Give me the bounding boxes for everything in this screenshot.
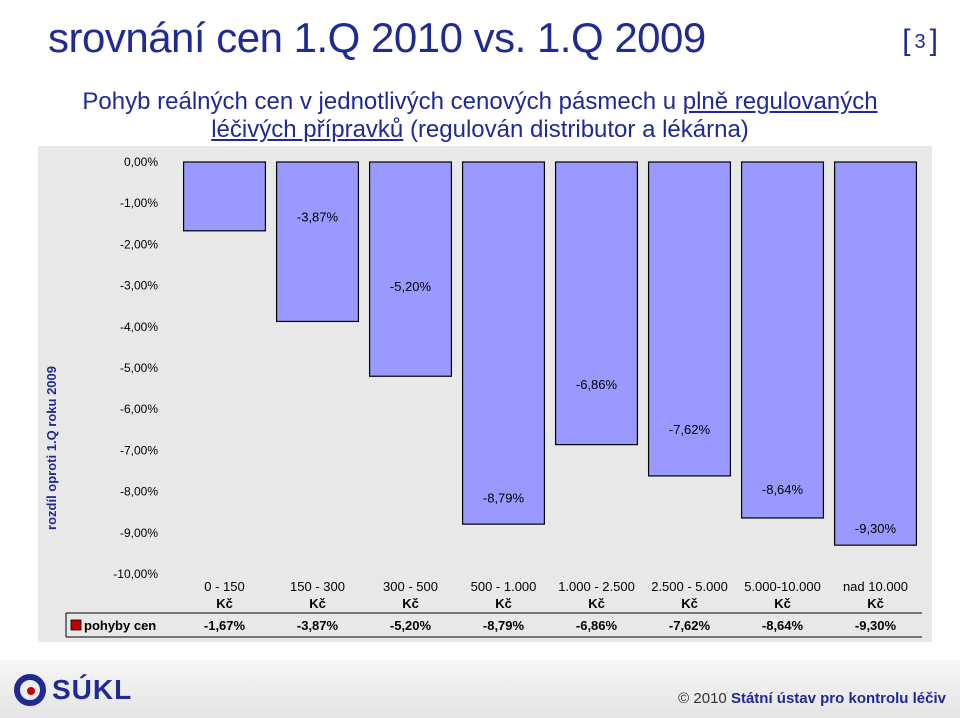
x-tick-label: 1.000 - 2.500 bbox=[558, 579, 635, 594]
x-tick-label: Kč bbox=[774, 596, 791, 611]
x-tick-label: Kč bbox=[216, 596, 233, 611]
copyright: © 2010 Státní ústav pro kontrolu léčiv bbox=[678, 690, 946, 707]
bar bbox=[461, 161, 546, 525]
bar bbox=[833, 161, 918, 546]
table-value: -6,86% bbox=[576, 618, 618, 633]
y-tick-label: -2,00% bbox=[120, 237, 158, 251]
subtitle-line-2: léčivých přípravků (regulován distributo… bbox=[20, 116, 940, 144]
y-tick-label: 0,00% bbox=[124, 155, 158, 169]
copyright-org: Státní ústav pro kontrolu léčiv bbox=[730, 690, 946, 707]
data-label: -5,20% bbox=[390, 279, 432, 294]
subtitle-text-2a: léčivých přípravků bbox=[211, 116, 404, 143]
y-tick-label: -9,00% bbox=[120, 526, 158, 540]
bar-chart: rozdíl oproti 1.Q roku 2009 0,00% -1,00% -2… bbox=[44, 155, 922, 638]
footer-bar: SÚKL © 2010 Státní ústav pro kontrolu lé… bbox=[0, 660, 960, 718]
table-value: -9,30% bbox=[855, 618, 897, 633]
y-axis-label: rozdíl oproti 1.Q roku 2009 bbox=[44, 366, 59, 530]
data-label: -8,64% bbox=[762, 482, 804, 497]
data-label: -8,79% bbox=[483, 491, 525, 506]
legend-key bbox=[70, 619, 82, 631]
y-tick-label: -8,00% bbox=[120, 485, 158, 499]
x-tick-label: Kč bbox=[867, 596, 884, 611]
slide-number-value: 3 bbox=[914, 30, 926, 53]
y-tick-label: -10,00% bbox=[113, 567, 158, 581]
page-title: srovnání cen 1.Q 2010 vs. 1.Q 2009 bbox=[48, 14, 706, 61]
x-tick-label: Kč bbox=[309, 596, 326, 611]
sukl-logo: SÚKL bbox=[14, 674, 132, 706]
logo-text: SÚKL bbox=[52, 674, 133, 705]
x-tick-label: Kč bbox=[495, 596, 512, 611]
x-tick-label: 300 - 500 bbox=[383, 579, 438, 594]
table-value: -7,62% bbox=[669, 618, 711, 633]
y-tick-label: -4,00% bbox=[120, 320, 158, 334]
slide-number: [3] bbox=[902, 24, 938, 58]
copyright-year: 2010 bbox=[693, 690, 727, 707]
bar bbox=[647, 161, 732, 477]
table-value: -5,20% bbox=[390, 618, 432, 633]
x-tick-label: Kč bbox=[681, 596, 698, 611]
x-tick-label: 0 - 150 bbox=[204, 579, 244, 594]
table-value: -8,79% bbox=[483, 618, 525, 633]
table-value: -3,87% bbox=[297, 618, 339, 633]
x-tick-label: Kč bbox=[588, 596, 605, 611]
y-tick-label: -6,00% bbox=[120, 402, 158, 416]
copyright-symbol: © bbox=[678, 690, 690, 707]
x-tick-label: 150 - 300 bbox=[290, 579, 345, 594]
x-tick-label: 2.500 - 5.000 bbox=[651, 579, 728, 594]
x-tick-label: 500 - 1.000 bbox=[471, 579, 537, 594]
legend-series-name: pohyby cen bbox=[84, 618, 156, 633]
bracket-open: [ bbox=[902, 24, 911, 57]
bar bbox=[740, 161, 825, 519]
y-tick-label: -5,00% bbox=[120, 361, 158, 375]
y-tick-label: -7,00% bbox=[120, 443, 158, 457]
bracket-close: ] bbox=[929, 24, 938, 57]
subtitle-line-1: Pohyb reálných cen v jednotlivých cenový… bbox=[20, 88, 940, 116]
table-value: -8,64% bbox=[762, 618, 804, 633]
data-label: -7,62% bbox=[669, 422, 711, 437]
subtitle-text-2b: (regulován distributor a lékárna) bbox=[403, 116, 749, 143]
bar bbox=[554, 161, 639, 446]
bar bbox=[275, 161, 360, 323]
subtitle-text-1b: plně regulovaných bbox=[682, 88, 878, 115]
subtitle-text-1a: Pohyb reálných cen v jednotlivých cenový… bbox=[82, 88, 683, 115]
data-label: -3,87% bbox=[297, 209, 339, 224]
y-tick-label: -3,00% bbox=[120, 279, 158, 293]
y-tick-label: -1,00% bbox=[120, 196, 158, 210]
sukl-logo-icon bbox=[14, 674, 46, 706]
data-label: -6,86% bbox=[576, 377, 618, 392]
bar bbox=[368, 161, 453, 377]
x-tick-label: 5.000-10.000 bbox=[744, 579, 821, 594]
table-value: -1,67% bbox=[204, 618, 246, 633]
x-tick-label: Kč bbox=[402, 596, 419, 611]
x-tick-label: nad 10.000 bbox=[843, 579, 908, 594]
chart-area: rozdíl oproti 1.Q roku 2009 0,00% -1,00% -2… bbox=[38, 146, 932, 642]
data-label: -9,30% bbox=[855, 521, 897, 536]
bar bbox=[182, 161, 267, 232]
chart-subtitle: Pohyb reálných cen v jednotlivých cenový… bbox=[20, 88, 940, 144]
